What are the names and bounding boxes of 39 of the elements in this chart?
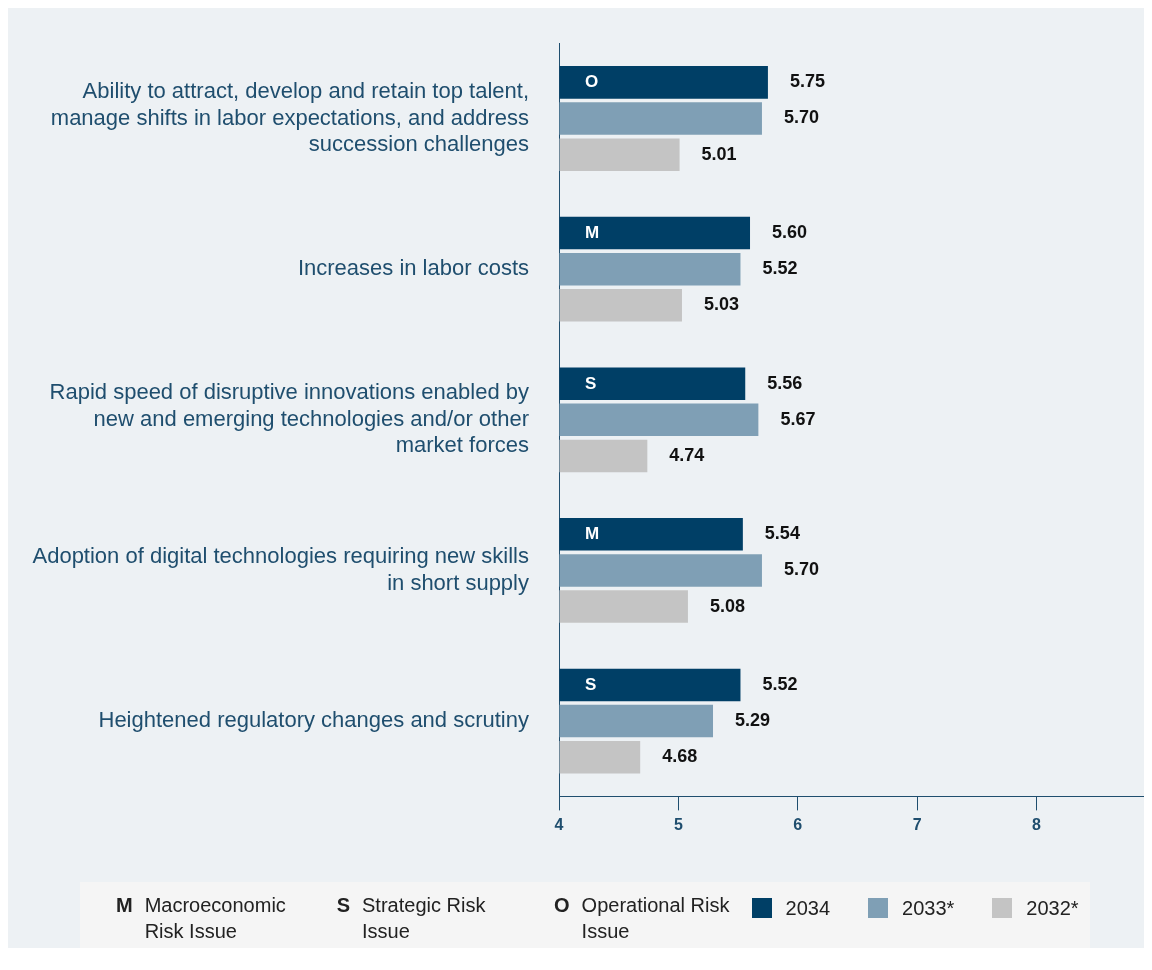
x-tick-label: 5 [673, 816, 683, 834]
annotation: M [585, 523, 600, 546]
text: Macroeconomic Risk Issue [144, 893, 287, 944]
data-label: 5.03 [703, 294, 740, 315]
x-tick-label: 7 [912, 816, 922, 834]
text: Operational Risk Issue [581, 893, 731, 944]
text: S [336, 894, 351, 917]
legend-label: 2034 [785, 896, 831, 920]
annotation: S [585, 372, 597, 395]
y-tick-label: Adoption of digital technologies requiring new skills in short supply [32, 543, 529, 595]
data-label: 5.01 [701, 143, 737, 164]
legend-label: 2033* [902, 896, 955, 920]
x-tick-label: 6 [793, 816, 803, 834]
text: M [116, 894, 133, 917]
data-label: 5.54 [764, 523, 800, 544]
text: Strategic Risk Issue [362, 893, 487, 944]
x-tick-label: 8 [1032, 816, 1042, 834]
data-label: 4.74 [669, 444, 705, 465]
legend-label: 2032* [1026, 896, 1079, 920]
data-label: 5.60 [772, 221, 808, 242]
data-label: 5.56 [767, 372, 803, 393]
y-tick-label: Ability to attract, develop and retain top talent, manage shifts in labor expectations, and address succession challenges [50, 78, 529, 156]
data-label: 5.67 [780, 408, 816, 429]
data-label: 5.75 [789, 71, 825, 92]
annotation: M [585, 222, 600, 244]
data-label: 5.70 [783, 107, 820, 128]
y-tick-label: Rapid speed of disruptive innovations enabled by new and emerging technologies and/or other market forces [49, 379, 529, 458]
data-label: 5.70 [783, 559, 820, 580]
y-tick-label: Increases in labor costs [297, 255, 529, 281]
y-tick-label: Heightened regulatory changes and scrutiny [98, 707, 529, 733]
annotation: S [585, 673, 597, 696]
data-label: 4.68 [662, 746, 698, 767]
annotation: O [585, 71, 599, 94]
x-tick-label: 4 [554, 816, 564, 834]
data-label: 5.52 [762, 673, 798, 694]
data-label: 5.52 [762, 258, 798, 279]
data-label: 5.08 [709, 595, 745, 616]
data-label: 5.29 [735, 710, 771, 731]
text: O [554, 894, 570, 917]
